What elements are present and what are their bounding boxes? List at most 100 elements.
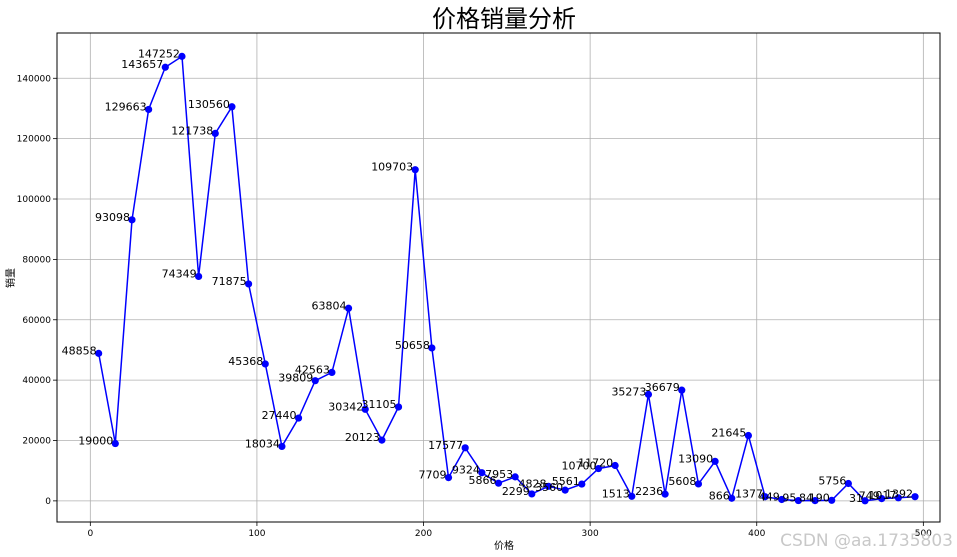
data-point — [561, 486, 569, 494]
data-label: 48858 — [62, 344, 97, 357]
data-label: 5561 — [552, 475, 580, 488]
data-label: 10700 — [561, 460, 596, 473]
data-point — [444, 474, 453, 482]
x-tick-label: 200 — [415, 529, 432, 539]
data-point — [761, 493, 769, 501]
data-point — [711, 457, 719, 465]
data-point — [628, 492, 636, 500]
data-point — [661, 490, 669, 498]
data-label: 143657 — [121, 58, 163, 71]
data-point — [811, 497, 819, 505]
data-label: 31105 — [362, 398, 397, 411]
data-point — [694, 480, 703, 488]
x-tick-label: 300 — [582, 529, 599, 539]
data-point — [344, 304, 353, 312]
data-point — [261, 360, 269, 368]
data-point — [844, 479, 852, 488]
data-point — [494, 479, 503, 487]
data-label: 95 — [782, 492, 796, 505]
data-label: 13090 — [678, 452, 713, 465]
data-point — [211, 129, 219, 138]
data-point — [511, 473, 519, 481]
data-point — [95, 349, 103, 357]
data-label: 7709 — [419, 469, 447, 482]
x-axis-label: 价格 — [494, 539, 514, 552]
data-point — [311, 377, 319, 385]
data-label: 866 — [709, 489, 730, 502]
data-point — [894, 494, 902, 502]
data-point — [411, 166, 419, 174]
data-label: 31 — [849, 492, 863, 505]
data-label: 45368 — [228, 355, 263, 368]
data-label: 5866 — [469, 474, 497, 487]
data-point — [394, 403, 403, 411]
y-axis-label: 销量 — [4, 268, 17, 288]
data-label: 147252 — [138, 47, 180, 60]
data-point — [361, 405, 369, 413]
data-point — [461, 444, 469, 452]
y-tick-label: 80000 — [22, 255, 51, 265]
y-tick-label: 0 — [45, 497, 51, 507]
data-point — [111, 439, 119, 448]
data-label: 3560 — [535, 481, 563, 494]
data-label: 1017 — [868, 489, 896, 502]
data-label: 20123 — [345, 431, 380, 444]
data-label: 39809 — [278, 372, 313, 385]
data-point — [728, 494, 736, 502]
data-point — [228, 103, 236, 111]
data-point — [294, 414, 303, 422]
data-point — [861, 497, 869, 505]
data-point — [794, 496, 802, 505]
data-label: 9324 — [452, 464, 480, 477]
y-tick-label: 120000 — [17, 135, 52, 145]
data-point — [195, 272, 203, 281]
data-label: 11720 — [578, 456, 613, 469]
y-tick-label: 60000 — [22, 316, 51, 326]
data-point — [161, 63, 169, 71]
data-label: 749 — [859, 490, 880, 503]
data-point — [378, 436, 386, 444]
data-label: 74349 — [162, 267, 197, 280]
data-point — [578, 480, 586, 488]
data-point — [478, 469, 486, 477]
data-label: 63804 — [312, 299, 347, 312]
data-label: 109703 — [371, 161, 413, 174]
data-label: 190 — [809, 491, 830, 504]
y-tick-label: 140000 — [17, 74, 52, 84]
data-label: 19000 — [78, 435, 113, 448]
data-point — [278, 442, 286, 451]
data-point — [744, 431, 753, 440]
data-point — [128, 216, 136, 224]
y-tick-label: 40000 — [22, 376, 51, 386]
data-point — [328, 368, 336, 376]
data-point — [828, 496, 836, 504]
data-label: 5608 — [668, 475, 696, 488]
data-label: 7953 — [485, 468, 513, 481]
x-tick-label: 100 — [248, 529, 265, 539]
grid — [57, 33, 940, 522]
data-label: 121738 — [171, 124, 213, 137]
data-point — [428, 344, 436, 352]
data-point — [611, 461, 619, 470]
data-label: 50658 — [395, 339, 430, 352]
data-label: 30342 — [328, 400, 363, 413]
data-label: 5756 — [818, 474, 846, 487]
data-label: 18034 — [245, 437, 280, 450]
watermark: CSDN @aa.1735803 — [780, 531, 953, 551]
data-point — [244, 280, 253, 288]
data-point — [178, 52, 186, 60]
data-label: 36679 — [645, 381, 680, 394]
plot-area — [56, 32, 941, 523]
data-point — [544, 482, 553, 490]
data-label: 84 — [799, 492, 813, 505]
y-tick-label: 100000 — [17, 195, 52, 205]
data-point — [594, 464, 603, 473]
data-label: 130560 — [188, 98, 230, 111]
data-label: 35273 — [611, 385, 646, 398]
x-tick-label: 500 — [915, 529, 932, 539]
x-axis: 0 100 200 300 400 500 — [87, 522, 932, 539]
data-point — [911, 493, 919, 501]
data-point — [878, 495, 886, 503]
